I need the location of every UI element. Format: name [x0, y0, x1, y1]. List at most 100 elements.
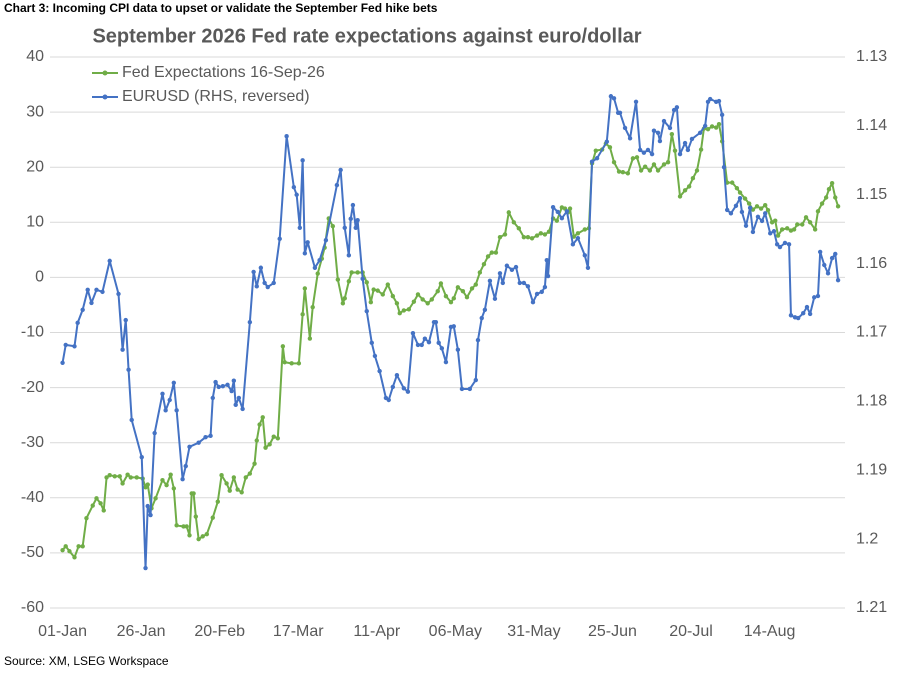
chart-header: Chart 3: Incoming CPI data to upset or v… [4, 1, 438, 15]
data-point [193, 514, 199, 519]
data-point [89, 300, 94, 306]
data-point [697, 130, 703, 135]
data-point [694, 168, 700, 173]
data-point [338, 167, 343, 173]
data-point [534, 291, 540, 297]
data-point [460, 288, 466, 294]
data-point [651, 128, 657, 133]
data-point [570, 242, 576, 247]
data-point [589, 159, 595, 164]
x-tick-label: 06-May [429, 623, 482, 640]
data-point [300, 158, 305, 163]
data-point [171, 486, 177, 491]
data-point [224, 481, 229, 486]
data-point [825, 271, 831, 276]
y2-tick-label: 1.18 [856, 393, 887, 410]
data-point [801, 311, 806, 316]
data-point [795, 222, 800, 227]
data-point [385, 282, 390, 287]
data-point [542, 284, 548, 290]
data-point [240, 406, 245, 412]
data-point [271, 280, 276, 286]
y-tick-label: 10 [26, 214, 44, 231]
data-point [807, 311, 813, 317]
y-tick-label: 30 [26, 103, 44, 120]
data-point [129, 417, 134, 423]
data-point [94, 287, 99, 292]
data-point [451, 324, 456, 329]
data-point [594, 156, 600, 161]
data-point [80, 307, 85, 312]
data-point [364, 308, 369, 314]
data-point [667, 125, 673, 131]
data-point [94, 496, 99, 501]
data-point [698, 147, 704, 152]
data-point [469, 286, 475, 291]
data-point [435, 288, 440, 294]
data-point [627, 136, 633, 141]
data-point [406, 307, 412, 312]
data-point [116, 291, 121, 297]
data-point [181, 524, 186, 529]
source-note: Source: XM, LSEG Workspace [4, 654, 169, 668]
data-point [243, 475, 248, 480]
data-point [262, 280, 267, 286]
data-point [372, 353, 378, 359]
data-point [782, 240, 788, 246]
legend-marker [102, 70, 108, 76]
data-point [493, 250, 499, 255]
data-point [765, 207, 771, 213]
data-point [153, 496, 158, 501]
data-point [310, 304, 315, 310]
data-point [485, 254, 491, 259]
data-point [804, 304, 810, 310]
data-point [401, 386, 407, 391]
data-point [422, 336, 428, 341]
data-point [219, 473, 224, 478]
data-point [758, 206, 764, 211]
data-point [252, 461, 257, 466]
data-point [368, 299, 374, 305]
data-point [604, 139, 610, 144]
data-point [355, 218, 360, 223]
data-point [239, 490, 244, 495]
data-point [641, 150, 647, 155]
data-point [835, 277, 841, 283]
data-point [160, 391, 165, 396]
data-point [502, 232, 508, 237]
data-point [196, 440, 201, 445]
legend-marker [102, 94, 108, 100]
data-point [651, 162, 657, 167]
data-point [380, 292, 385, 297]
data-point [235, 487, 240, 492]
data-point [443, 359, 449, 365]
data-point [521, 234, 527, 240]
data-point [215, 499, 220, 504]
data-point [60, 360, 65, 366]
data-point [500, 280, 506, 286]
data-point [682, 188, 688, 193]
data-point [101, 508, 106, 513]
data-point [829, 180, 835, 186]
data-point [707, 96, 713, 102]
data-point [405, 389, 411, 394]
data-point [334, 182, 340, 188]
y-tick-label: -30 [21, 434, 44, 451]
data-point [251, 269, 256, 275]
data-point [755, 214, 761, 219]
data-point [342, 296, 347, 301]
y-tick-label: 0 [35, 269, 44, 286]
data-point [216, 384, 221, 390]
data-point [75, 320, 80, 326]
data-point [702, 123, 708, 129]
data-point [459, 386, 465, 392]
data-point [525, 284, 531, 289]
data-point [231, 378, 237, 383]
data-point [791, 227, 797, 232]
data-point [386, 397, 391, 403]
data-point [669, 131, 675, 137]
data-point [482, 307, 488, 312]
data-point [401, 308, 407, 313]
data-point [180, 477, 185, 482]
data-point [323, 238, 329, 243]
